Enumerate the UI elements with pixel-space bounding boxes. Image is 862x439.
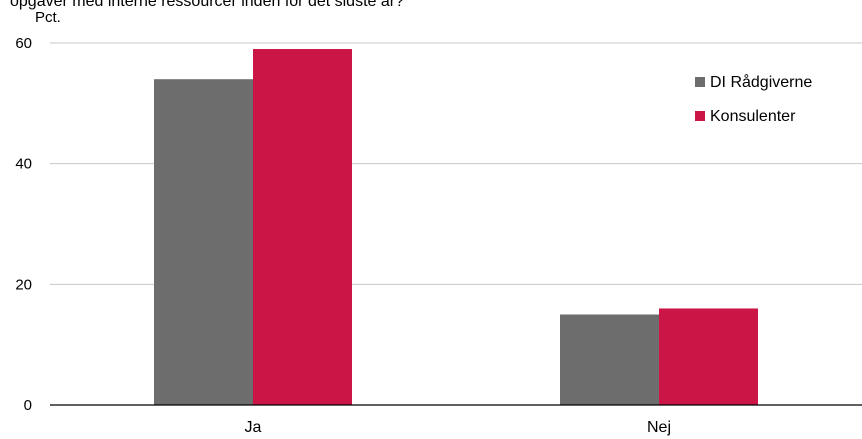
bar-nej-1: [659, 308, 758, 405]
bars: [154, 49, 758, 406]
legend-swatch-0: [695, 77, 705, 87]
y-tick-label-40: 40: [15, 156, 32, 173]
legend-swatch-1: [695, 111, 705, 121]
legend-label-0: DI Rådgiverne: [710, 73, 812, 91]
chart-title: opgaver med interne ressourcer inden for…: [10, 0, 404, 10]
x-category-label-nej: Nej: [647, 419, 671, 436]
y-unit-label: Pct.: [35, 9, 61, 26]
legend-label-1: Konsulenter: [710, 108, 796, 125]
bar-nej-0: [560, 314, 659, 405]
legend: DI Rådgiverne Konsulenter: [695, 73, 812, 125]
x-category-label-ja: Ja: [245, 419, 262, 436]
bar-ja-0: [154, 79, 253, 405]
y-tick-label-0: 0: [24, 397, 32, 414]
y-tick-label-60: 60: [15, 35, 32, 52]
bar-ja-1: [253, 49, 352, 406]
y-tick-label-20: 20: [15, 276, 32, 293]
